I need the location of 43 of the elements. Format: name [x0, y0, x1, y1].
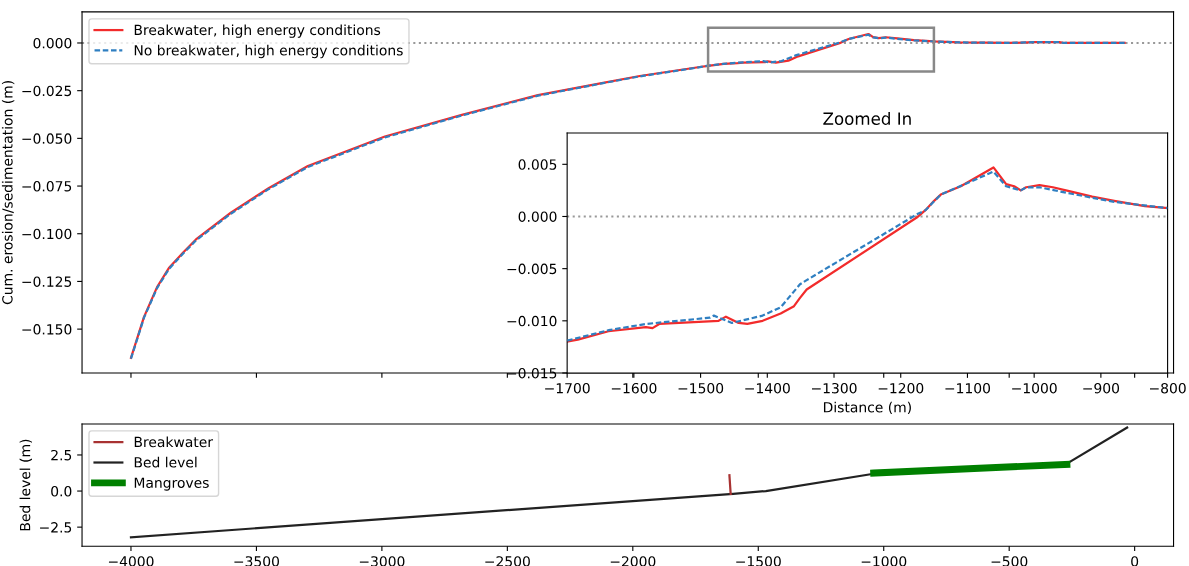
- y-axis-title: Bed level (m): [19, 439, 32, 531]
- y-tick-label: −0.075: [22, 181, 72, 192]
- y-tick-label: 0.000: [33, 37, 72, 49]
- y-tick-label: −0.050: [22, 133, 72, 144]
- x-tick-label: −3000: [359, 556, 405, 566]
- x-axis-title: Distance (m): [823, 401, 911, 415]
- y-tick-label: −0.100: [22, 228, 72, 240]
- x-tick-label: −1000: [1012, 382, 1057, 394]
- legend-label: Breakwater: [134, 436, 214, 448]
- x-tick-label: −2000: [610, 556, 656, 566]
- x-tick-label: −1100: [945, 382, 991, 394]
- x-tick-label: −1500: [678, 382, 724, 394]
- x-tick-label: −1400: [745, 382, 790, 394]
- legend-label: Mangroves: [134, 477, 209, 491]
- x-tick-label: −3500: [234, 556, 279, 566]
- y-axis-title: Cum. erosion/sedimentation (m): [1, 81, 15, 305]
- x-tick-label: −900: [1083, 382, 1120, 394]
- x-tick-label: −1500: [736, 556, 781, 566]
- y-tick-label: −0.015: [507, 367, 557, 379]
- x-tick-label: −1200: [878, 382, 924, 394]
- legend-label: Breakwater, high energy conditions: [134, 24, 381, 38]
- legend-label: Bed level: [134, 456, 197, 468]
- x-tick-label: −1000: [861, 556, 907, 566]
- x-tick-label: −500: [991, 556, 1028, 566]
- y-tick-label: 0.005: [518, 159, 557, 170]
- x-tick-label: −1300: [812, 382, 857, 394]
- chart-title: Zoomed In: [823, 112, 911, 125]
- y-tick-label: 2.5: [51, 449, 72, 461]
- y-tick-label: 0.0: [51, 486, 72, 497]
- x-tick-label: 0: [1131, 556, 1139, 566]
- y-tick-label: −0.025: [22, 85, 72, 97]
- y-tick-label: −0.010: [507, 315, 557, 327]
- y-tick-label: −0.125: [22, 276, 72, 287]
- y-tick-label: −0.005: [507, 263, 557, 275]
- x-tick-label: −4000: [108, 556, 154, 566]
- x-tick-label: −1700: [545, 382, 590, 394]
- y-tick-label: −0.150: [22, 324, 72, 335]
- legend-label: No breakwater, high energy conditions: [134, 44, 403, 59]
- x-tick-label: −800: [1149, 382, 1186, 394]
- x-tick-label: −1600: [611, 382, 657, 394]
- x-tick-label: −2500: [485, 556, 530, 566]
- y-tick-label: 0.000: [518, 211, 557, 222]
- y-tick-label: −2.5: [40, 522, 72, 533]
